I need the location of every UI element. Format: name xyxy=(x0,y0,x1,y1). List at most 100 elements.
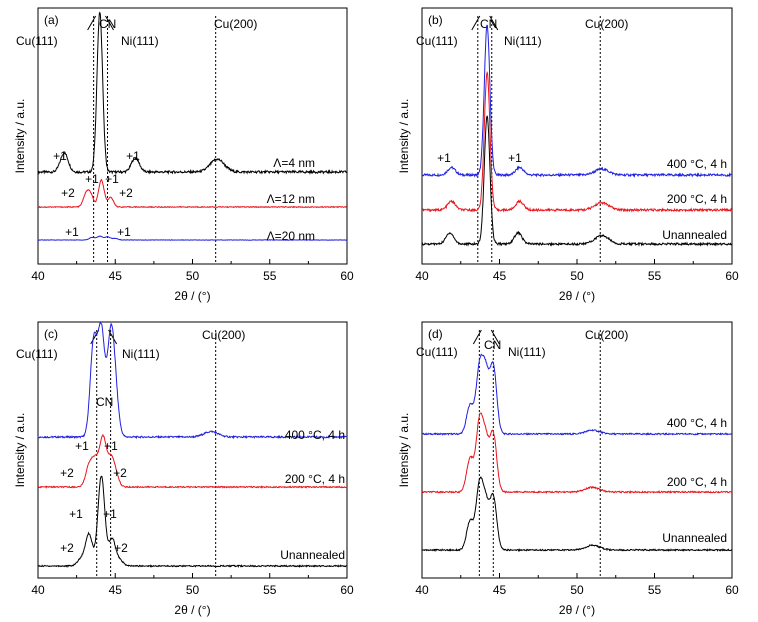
peak-arrow xyxy=(489,15,499,31)
x-tick-label: 55 xyxy=(648,269,662,283)
series-label: Λ=4 nm xyxy=(273,156,315,170)
x-tick-label: 50 xyxy=(186,583,200,597)
series-line xyxy=(421,353,732,436)
peak-annotation: +2 xyxy=(113,466,127,480)
peak-annotation: +1 xyxy=(103,507,117,521)
peak-label: Ni(111) xyxy=(121,34,159,48)
series-line xyxy=(421,24,733,178)
y-axis-label: Intensity / a.u. xyxy=(13,99,27,174)
series-line xyxy=(38,235,348,241)
chart-panel-c: (c) 40 45 50 55 60 2θ / (°) Intensity / a.u. Cu(… xyxy=(13,321,354,617)
series-line xyxy=(421,476,733,552)
peak-arrow xyxy=(87,15,97,31)
x-tick-label: 40 xyxy=(415,269,429,283)
x-tick-label: 40 xyxy=(31,583,45,597)
series-label: Λ=12 nm xyxy=(267,192,315,206)
plot-frame xyxy=(37,7,348,265)
panel-label: (d) xyxy=(428,327,443,341)
peak-annotation: +2 xyxy=(60,541,74,555)
series-label: Λ=20 nm xyxy=(267,229,315,243)
peak-label: Cu(200) xyxy=(214,17,257,31)
x-tick-label: 45 xyxy=(109,583,123,597)
peak-arrow xyxy=(490,329,500,345)
x-tick-label: 50 xyxy=(570,583,584,597)
x-tick-label: 50 xyxy=(186,269,200,283)
y-axis-label: Intensity / a.u. xyxy=(397,99,411,174)
peak-arrow xyxy=(471,15,481,31)
x-tick-label: 40 xyxy=(415,583,429,597)
peak-label: CN xyxy=(484,338,501,352)
peak-annotation: +1 xyxy=(105,172,119,186)
series-label: 200 °C, 4 h xyxy=(667,192,727,206)
peak-arrow xyxy=(105,15,114,31)
series-line xyxy=(37,433,348,489)
x-axis-label: 2θ / (°) xyxy=(174,289,210,303)
peak-label: Ni(111) xyxy=(504,34,542,48)
series-label: Unannealed xyxy=(662,228,727,242)
x-tick-label: 60 xyxy=(340,269,354,283)
chart-panel-b: (b) 40 45 50 55 60 2θ / (°) Intensity / a.u. Cu(… xyxy=(397,7,739,303)
x-tick-label: 55 xyxy=(263,583,277,597)
peak-label: Ni(111) xyxy=(508,345,546,359)
peak-label: Cu(200) xyxy=(585,328,628,342)
peak-label: Ni(111) xyxy=(122,347,160,361)
plot-frame xyxy=(421,7,733,265)
peak-label: Cu(111) xyxy=(16,347,58,361)
peak-annotation: +1 xyxy=(65,225,79,239)
x-tick-label: 60 xyxy=(725,583,739,597)
peak-annotation: +2 xyxy=(114,541,128,555)
peak-annotation: +1 xyxy=(104,439,118,453)
x-tick-label: 45 xyxy=(493,583,507,597)
peak-annotation: +1 xyxy=(85,172,99,186)
x-tick-label: 60 xyxy=(725,269,739,283)
peak-annotation: +1 xyxy=(69,507,83,521)
y-axis-label: Intensity / a.u. xyxy=(13,413,27,488)
peak-label: CN xyxy=(480,17,497,31)
series-label: 400 °C, 4 h xyxy=(667,416,727,430)
series-line xyxy=(37,475,348,568)
peak-label: Cu(200) xyxy=(202,328,245,342)
series-line xyxy=(37,11,348,175)
x-tick-label: 40 xyxy=(31,269,45,283)
series-line xyxy=(421,115,733,247)
panel-label: (c) xyxy=(44,327,58,341)
chart-panel-d: (d) 40 45 50 55 60 2θ / (°) Intensity / a.u. Cu(… xyxy=(397,321,739,617)
chart-panel-a: (a) 40 45 50 55 60 2θ / (°) Intensity / a.u. Cu(… xyxy=(13,7,354,303)
x-tick-label: 45 xyxy=(109,269,123,283)
peak-annotation: +1 xyxy=(53,149,67,163)
series-line xyxy=(422,70,733,213)
peak-annotation: +1 xyxy=(437,151,451,165)
peak-annotation: +1 xyxy=(75,439,89,453)
series-label: 400 °C, 4 h xyxy=(667,157,727,171)
series-line xyxy=(37,178,348,209)
peak-label: Cu(111) xyxy=(416,345,458,359)
peak-label: Cu(111) xyxy=(16,34,58,48)
peak-annotation: +2 xyxy=(60,466,74,480)
series-line xyxy=(37,321,348,440)
x-tick-label: 45 xyxy=(493,269,507,283)
series-label: 200 °C, 4 h xyxy=(667,475,727,489)
peak-label: Cu(111) xyxy=(416,34,458,48)
x-tick-label: 50 xyxy=(570,269,584,283)
peak-annotation: +1 xyxy=(508,151,522,165)
series-label: Unannealed xyxy=(662,531,727,545)
x-axis-label: 2θ / (°) xyxy=(174,603,210,617)
y-axis-label: Intensity / a.u. xyxy=(397,413,411,488)
peak-label: Cu(200) xyxy=(585,17,628,31)
panel-label: (b) xyxy=(428,13,443,27)
series-label: 200 °C, 4 h xyxy=(285,472,345,486)
series-label: Unannealed xyxy=(280,548,345,562)
peak-annotation: +1 xyxy=(117,225,131,239)
peak-arrow xyxy=(472,329,482,345)
peak-annotation: +1 xyxy=(126,149,140,163)
x-axis-label: 2θ / (°) xyxy=(559,289,595,303)
x-tick-label: 55 xyxy=(648,583,662,597)
series-line xyxy=(421,412,733,494)
x-tick-label: 60 xyxy=(340,583,354,597)
panel-label: (a) xyxy=(44,13,59,27)
series-label: 400 °C, 4 h xyxy=(285,428,345,442)
x-axis-label: 2θ / (°) xyxy=(559,603,595,617)
peak-label: CN xyxy=(96,395,113,409)
x-tick-label: 55 xyxy=(263,269,277,283)
